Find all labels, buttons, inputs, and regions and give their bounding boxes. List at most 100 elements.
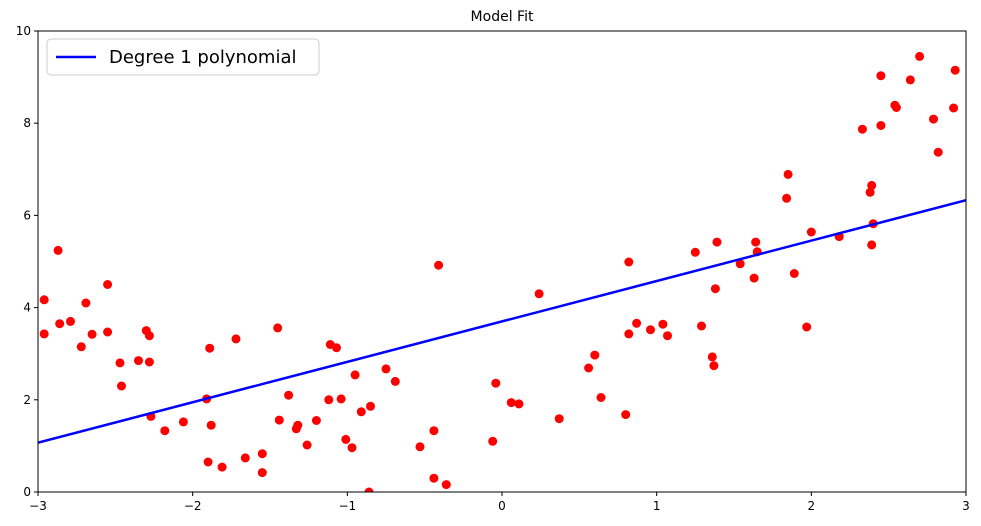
- chart-title: Model Fit: [471, 9, 534, 25]
- data-point-18: [178, 417, 188, 427]
- data-point-17: [160, 426, 170, 436]
- y-tick-label: 4: [23, 301, 31, 315]
- data-point-26: [257, 468, 267, 478]
- data-point-51: [441, 480, 451, 490]
- data-point-81: [802, 322, 812, 332]
- data-point-76: [751, 237, 761, 247]
- data-point-45: [381, 364, 391, 374]
- data-point-70: [707, 352, 717, 362]
- data-point-30: [284, 390, 294, 400]
- y-tick-label: 10: [16, 24, 31, 38]
- data-point-25: [240, 453, 250, 463]
- data-point-20: [203, 457, 213, 467]
- data-point-0: [39, 329, 49, 339]
- x-tick-label: −1: [338, 499, 356, 513]
- data-point-28: [273, 323, 283, 333]
- data-point-89: [876, 71, 886, 81]
- fit-line-group: [38, 198, 966, 444]
- data-point-86: [867, 180, 877, 190]
- data-point-6: [81, 298, 91, 308]
- x-tick-label: −2: [184, 499, 202, 513]
- data-point-75: [749, 273, 759, 283]
- fit-line: [38, 198, 966, 444]
- y-tick-label: 8: [23, 116, 31, 130]
- data-point-44: [366, 401, 375, 411]
- data-point-93: [905, 75, 915, 85]
- data-point-47: [415, 442, 425, 452]
- data-point-1: [39, 295, 49, 305]
- data-point-66: [658, 319, 668, 329]
- data-point-80: [789, 269, 799, 278]
- data-point-43: [364, 487, 374, 492]
- data-point-33: [302, 440, 312, 450]
- data-point-40: [347, 443, 357, 453]
- data-point-3: [55, 319, 65, 329]
- data-point-24: [231, 334, 241, 344]
- data-point-73: [712, 237, 722, 247]
- data-point-67: [663, 331, 672, 341]
- data-point-4: [66, 316, 75, 326]
- data-point-41: [350, 370, 360, 380]
- data-point-38: [336, 394, 346, 404]
- data-point-62: [624, 329, 634, 339]
- y-tick-label: 6: [23, 208, 31, 222]
- data-point-21: [205, 343, 215, 353]
- x-tick-label: −3: [29, 499, 47, 513]
- x-tick-label: 0: [498, 499, 506, 513]
- data-point-65: [646, 325, 655, 335]
- data-point-71: [709, 361, 719, 371]
- data-point-82: [806, 227, 816, 237]
- data-point-68: [690, 247, 700, 257]
- data-point-12: [134, 356, 143, 366]
- data-point-8: [103, 280, 113, 289]
- scatter-points: [39, 51, 960, 492]
- plot-area: [38, 51, 966, 492]
- data-point-34: [311, 416, 321, 425]
- data-point-72: [710, 284, 720, 294]
- legend-box: [46, 38, 320, 76]
- x-axis-ticks: −3 −2 −1 0 1 2 3: [29, 492, 970, 513]
- data-point-37: [332, 343, 341, 353]
- data-point-22: [206, 420, 216, 430]
- x-tick-label: 1: [653, 499, 661, 513]
- data-point-64: [632, 318, 642, 328]
- data-point-7: [87, 329, 97, 339]
- data-point-32: [293, 420, 303, 430]
- data-point-54: [506, 398, 516, 408]
- data-point-42: [356, 407, 366, 417]
- data-point-97: [949, 103, 959, 113]
- data-point-5: [76, 342, 86, 352]
- data-point-49: [429, 473, 439, 483]
- data-point-74: [735, 259, 745, 269]
- y-axis-ticks: 0 2 4 6 8 10: [16, 24, 38, 499]
- data-point-57: [554, 414, 564, 424]
- data-point-55: [514, 399, 524, 409]
- data-point-39: [341, 434, 351, 444]
- data-point-53: [491, 378, 501, 388]
- data-point-29: [274, 415, 284, 425]
- data-point-78: [782, 193, 792, 203]
- data-point-48: [429, 426, 439, 436]
- data-point-61: [621, 410, 631, 420]
- data-point-59: [590, 350, 600, 360]
- data-point-96: [933, 147, 943, 157]
- data-point-52: [488, 436, 498, 446]
- data-point-50: [434, 260, 444, 270]
- x-tick-label: 3: [962, 499, 970, 513]
- data-point-58: [584, 363, 594, 373]
- data-point-35: [324, 395, 334, 405]
- data-point-46: [390, 376, 400, 386]
- data-point-56: [534, 289, 544, 299]
- data-point-14: [144, 331, 154, 341]
- legend-label: Degree 1 polynomial: [109, 47, 297, 68]
- data-point-98: [950, 65, 960, 75]
- data-point-85: [865, 187, 875, 197]
- data-point-90: [876, 121, 886, 130]
- data-point-79: [783, 169, 793, 179]
- data-point-63: [624, 257, 634, 267]
- data-point-60: [596, 393, 606, 402]
- data-point-11: [117, 381, 126, 391]
- data-point-10: [115, 358, 125, 368]
- y-tick-label: 2: [23, 393, 31, 407]
